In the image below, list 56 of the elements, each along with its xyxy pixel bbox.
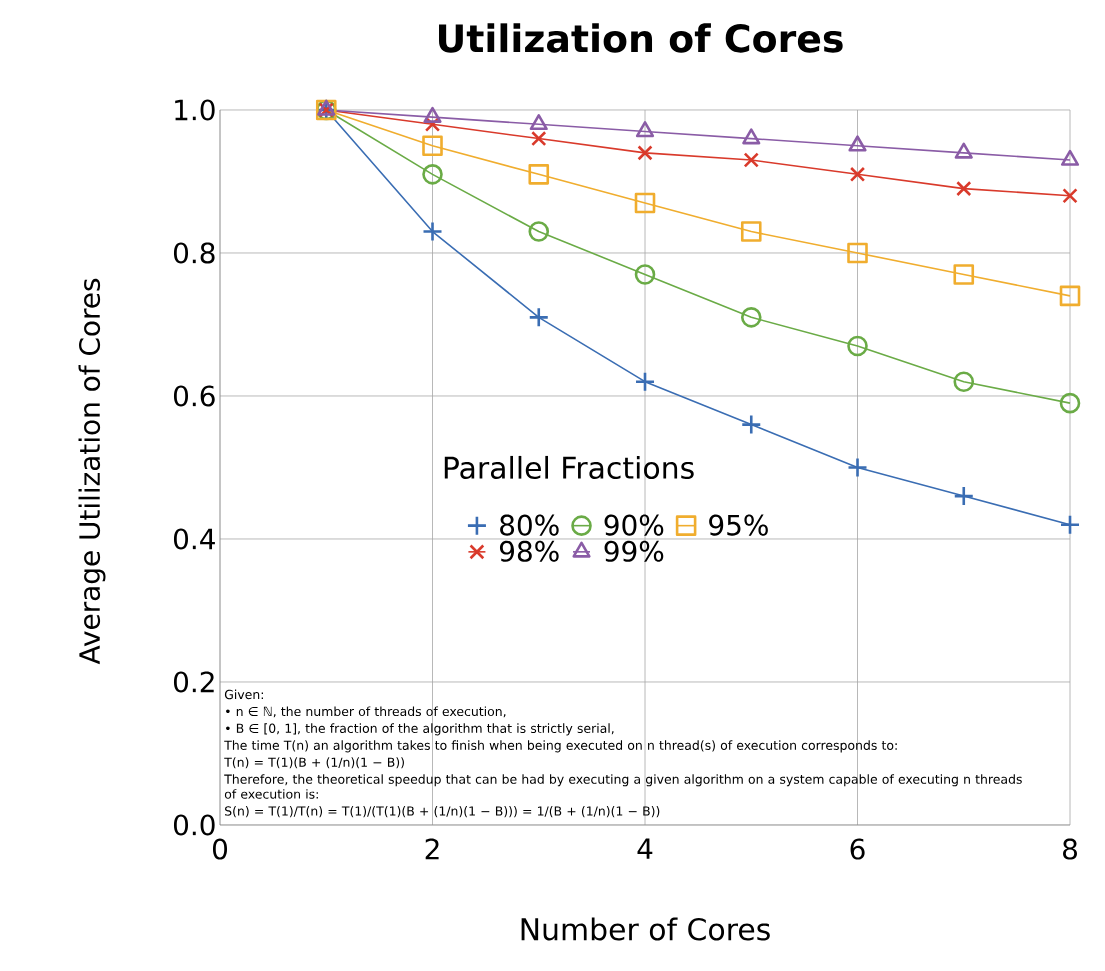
y-tick-label: 1.0: [175, 99, 215, 121]
point: [637, 145, 653, 161]
point: [634, 192, 656, 214]
point: [634, 371, 656, 392]
point: [849, 166, 866, 182]
annotation: T(n) = T(1)(B + (1/n)(1 − B)): [224, 757, 404, 769]
legend-label: 95%: [709, 514, 768, 536]
x-tick-label: 8: [1063, 838, 1077, 860]
point: [743, 152, 759, 168]
point: [953, 264, 975, 285]
point: [740, 414, 762, 435]
point: [531, 130, 547, 147]
point: [422, 164, 443, 185]
point: [1059, 514, 1081, 535]
point: [528, 221, 550, 242]
annotation: Therefore, the theoretical speedup that can be had by executing a given algorithm on a system capable of executing n threads of execution is:: [224, 774, 1022, 799]
point: [847, 335, 868, 357]
legend-label: 98%: [499, 540, 559, 562]
point: [422, 135, 443, 157]
x-tick-label: 2: [425, 838, 439, 860]
annotation: The time T(n) an algorithm takes to finish when being executed on n thread(s) of execution corresponds to:: [224, 740, 897, 753]
point: [847, 242, 868, 264]
x-tick-label: 6: [850, 838, 865, 860]
point: [1059, 392, 1081, 414]
y-tick-label: 0.0: [173, 814, 215, 836]
point: [422, 221, 443, 242]
point: [953, 485, 975, 507]
annotation: • n ∈ ℕ, the number of threads of execution,: [226, 706, 506, 718]
point: [847, 457, 868, 478]
x-tick-label: 0: [212, 838, 228, 860]
y-axis-title: Average Utilization of Cores: [78, 278, 106, 665]
point: [742, 128, 761, 145]
y-tick-label: 0.8: [173, 242, 215, 264]
x-tick-label: 4: [637, 838, 653, 859]
y-tick-label: 0.2: [173, 671, 214, 693]
point: [635, 121, 655, 138]
legend-label: 90%: [604, 514, 664, 536]
point: [528, 307, 550, 328]
x-axis-title: Number of Cores: [521, 917, 770, 941]
point: [1059, 285, 1081, 307]
legend-title: Parallel Fractions: [444, 455, 694, 480]
point: [956, 180, 972, 197]
annotation: Given:: [224, 689, 263, 700]
y-tick-label: 0.4: [173, 528, 215, 550]
point: [740, 307, 762, 328]
legend-label: 99%: [604, 540, 664, 562]
point: [634, 264, 656, 285]
annotation: S(n) = T(1)/T(n) = T(1)/(T(1)(B + (1/n)(1 − B))) = 1/(B + (1/n)(1 − B)): [225, 806, 660, 818]
point: [953, 371, 975, 392]
annotation: • B ∈ [0, 1], the fraction of the algorithm that is strictly serial,: [226, 723, 614, 736]
legend-label: 80%: [500, 514, 559, 536]
point: [1062, 188, 1078, 204]
y-tick-label: 0.6: [173, 385, 215, 407]
chart-title: Utilization of Cores: [439, 23, 843, 53]
point: [740, 221, 762, 242]
point: [528, 164, 550, 185]
